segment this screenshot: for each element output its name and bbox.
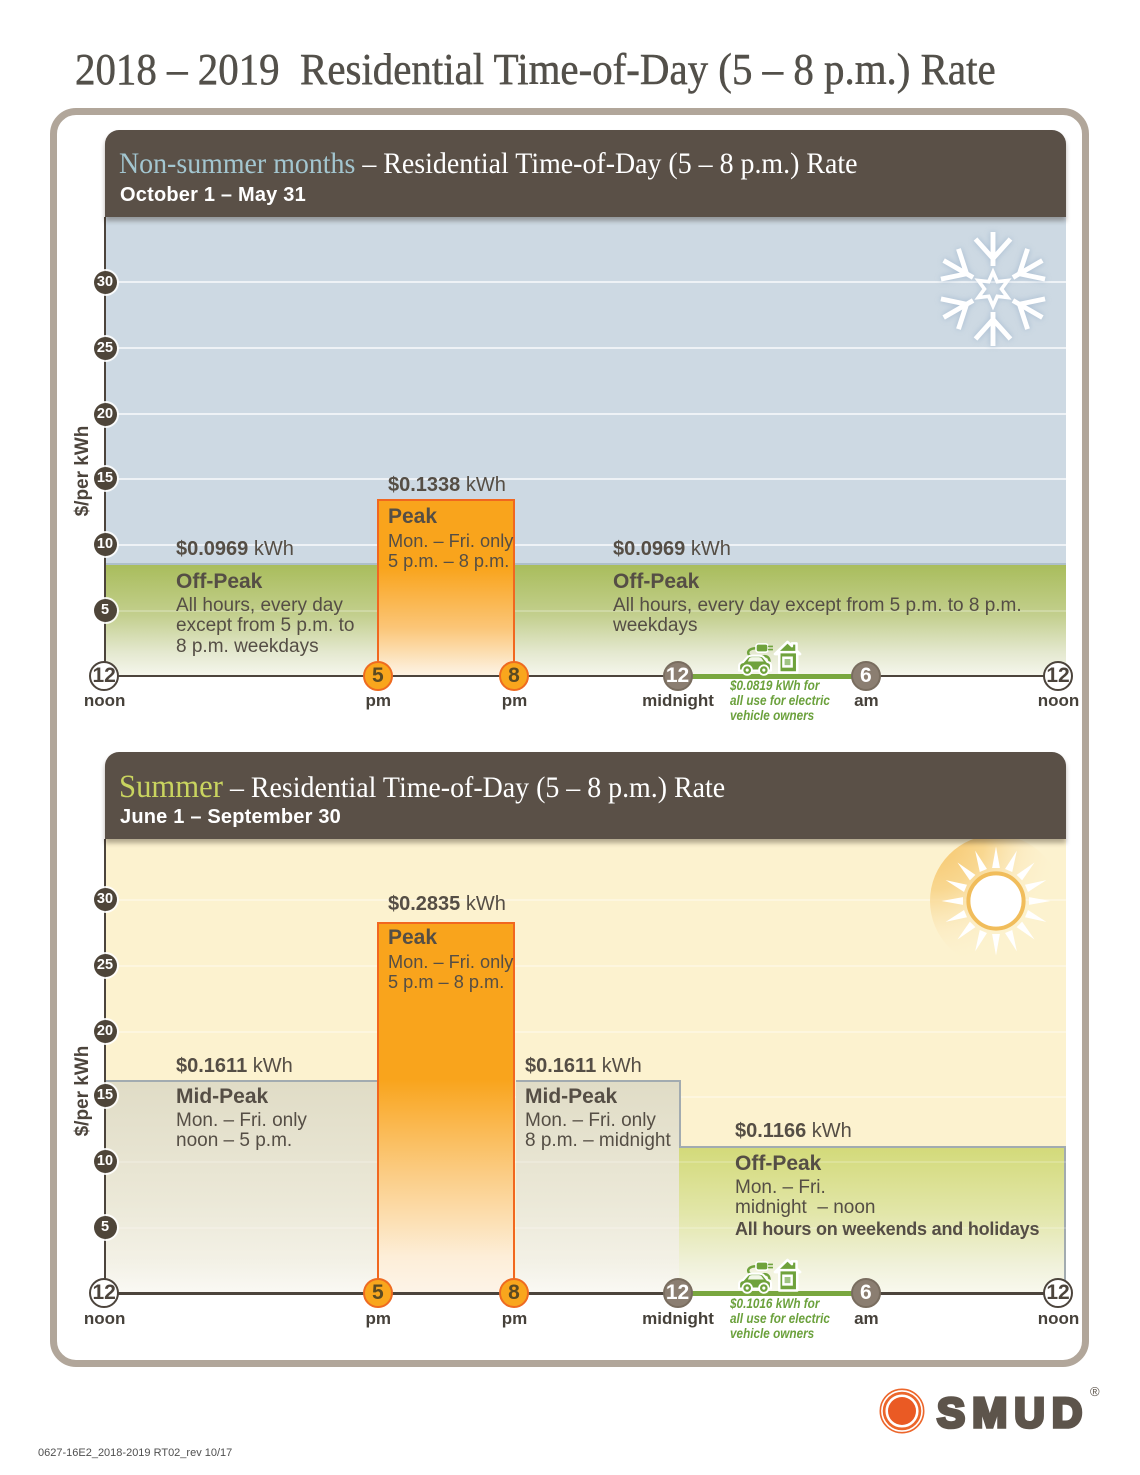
svg-text:SMUD: SMUD bbox=[937, 1389, 1089, 1436]
svg-text:®: ® bbox=[1090, 1384, 1100, 1399]
